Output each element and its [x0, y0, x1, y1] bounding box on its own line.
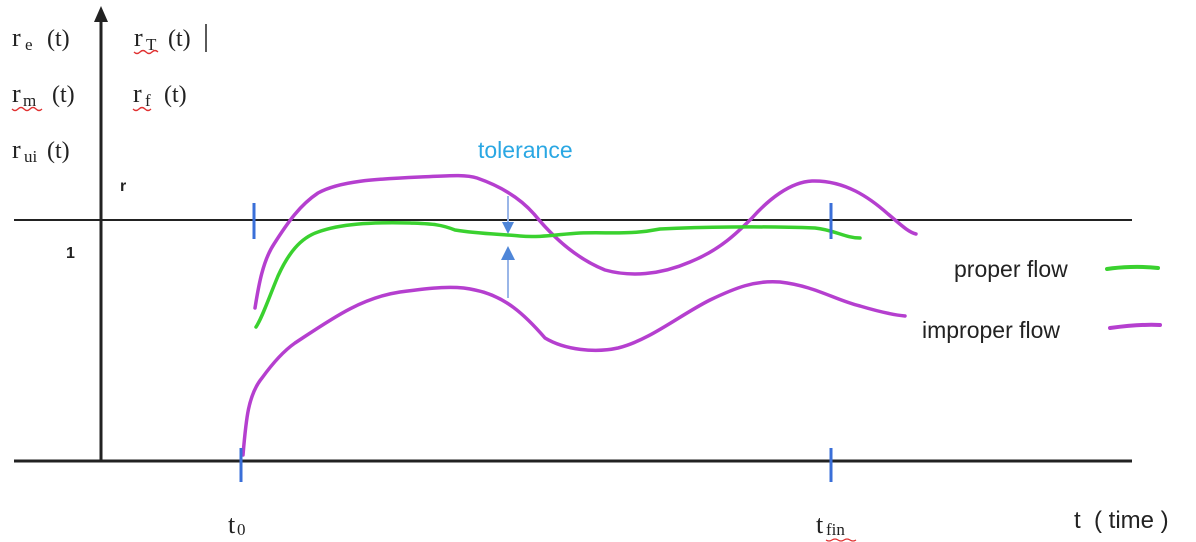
- svg-text:t: t: [816, 510, 824, 539]
- svg-text:f: f: [145, 91, 151, 110]
- svg-text:r: r: [12, 135, 21, 164]
- svg-text:e: e: [25, 35, 33, 54]
- svg-text:r: r: [12, 79, 21, 108]
- r-marker-label: r: [120, 178, 126, 195]
- spellcheck-underline: [133, 49, 159, 55]
- proper-flow-curve: [254, 221, 862, 329]
- level-one-label: 1: [66, 245, 75, 262]
- svg-text:r: r: [133, 79, 142, 108]
- y-axis-arrow-icon: [94, 6, 108, 22]
- label-rui-t: r ui (t): [12, 135, 70, 166]
- svg-text:(t): (t): [47, 26, 70, 52]
- legend-improper-flow-swatch: [1108, 322, 1162, 330]
- label-rt-t: r T (t): [133, 23, 207, 55]
- arrow-down-icon: [502, 222, 514, 234]
- arrow-up-icon: [501, 246, 515, 260]
- tfin-label: t fin: [816, 510, 857, 542]
- spellcheck-underline: [825, 538, 857, 542]
- time-axis-label: t ( time ): [1074, 507, 1169, 534]
- svg-text:(t): (t): [164, 82, 187, 108]
- svg-text:0: 0: [237, 520, 246, 539]
- tolerance-label: tolerance: [478, 137, 573, 163]
- spellcheck-underline: [11, 106, 43, 112]
- svg-text:r: r: [12, 23, 21, 52]
- t0-label: t 0: [228, 510, 246, 539]
- svg-text:(t): (t): [47, 138, 70, 164]
- legend-proper-flow-label: proper flow: [954, 256, 1068, 282]
- svg-text:fin: fin: [826, 520, 845, 539]
- improper-flow-lower-curve: [241, 279, 907, 457]
- improper-flow-upper-curve: [253, 173, 918, 310]
- svg-text:(t): (t): [52, 82, 75, 108]
- svg-text:m: m: [23, 91, 36, 110]
- legend-improper-flow-label: improper flow: [922, 317, 1060, 343]
- legend-proper-flow-swatch: [1105, 264, 1160, 271]
- svg-text:t: t: [228, 510, 236, 539]
- tolerance-arrows: [501, 196, 515, 298]
- label-rf-t: r f (t): [132, 79, 187, 112]
- label-rm-t: r m (t): [11, 79, 75, 112]
- svg-text:(t): (t): [168, 26, 191, 52]
- svg-text:r: r: [134, 23, 143, 52]
- svg-text:T: T: [146, 35, 157, 54]
- svg-text:ui: ui: [24, 147, 38, 166]
- label-re-t: r e (t): [12, 23, 70, 54]
- spellcheck-underline: [132, 106, 152, 112]
